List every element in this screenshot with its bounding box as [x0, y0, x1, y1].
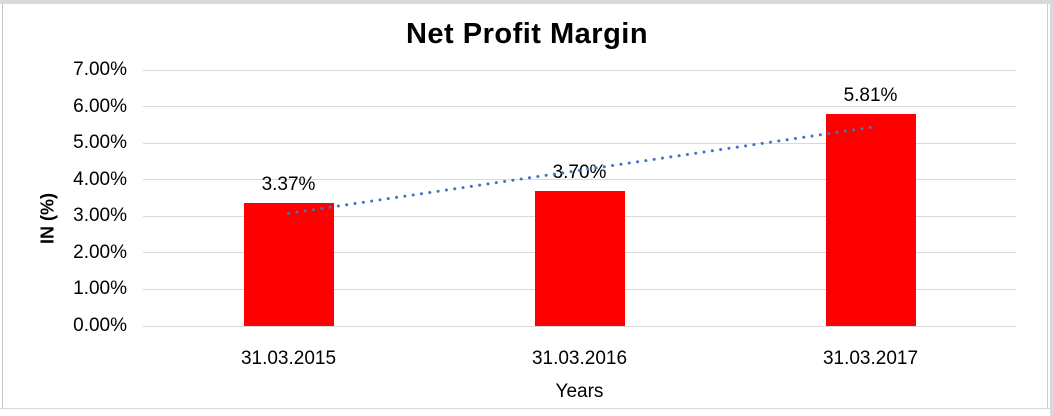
chart-border-right-inner: [1047, 4, 1048, 409]
x-tick-label: 31.03.2015: [240, 348, 337, 369]
y-tick-label: 4.00%: [73, 168, 127, 190]
gridline: [143, 142, 1016, 144]
x-tick-label: 31.03.2017: [822, 348, 919, 369]
data-label: 5.81%: [843, 84, 898, 106]
bar-31.03.2016[interactable]: [534, 190, 625, 326]
gridline: [143, 69, 1016, 71]
trendline[interactable]: [143, 70, 1016, 326]
bar-31.03.2017[interactable]: [825, 113, 916, 326]
gridline: [143, 179, 1016, 181]
y-tick-label: 1.00%: [73, 278, 127, 300]
y-tick-label: 0.00%: [73, 315, 127, 336]
chart-border-top: [0, 0, 1054, 4]
data-label: 3.70%: [552, 161, 607, 183]
chart-border-bottom: [0, 408, 1054, 409]
y-tick-label: 5.00%: [73, 132, 127, 154]
y-tick-label: 7.00%: [73, 59, 127, 80]
chart-border-left: [2, 4, 3, 409]
chart-border-right: [1050, 0, 1054, 416]
gridline: [143, 106, 1016, 108]
plot-area: 3.37% 3.70% 5.81%: [143, 69, 1016, 327]
y-tick-label: 3.00%: [73, 205, 127, 227]
y-tick-label: 6.00%: [73, 95, 127, 117]
chart-title: Net Profit Margin: [405, 18, 649, 50]
bar-31.03.2015[interactable]: [243, 202, 334, 326]
x-tick-label: 31.03.2016: [531, 348, 628, 369]
y-tick-label: 2.00%: [73, 241, 127, 263]
data-label: 3.37%: [261, 173, 316, 195]
gridline: [143, 325, 1016, 327]
x-axis-title: Years: [555, 381, 604, 402]
